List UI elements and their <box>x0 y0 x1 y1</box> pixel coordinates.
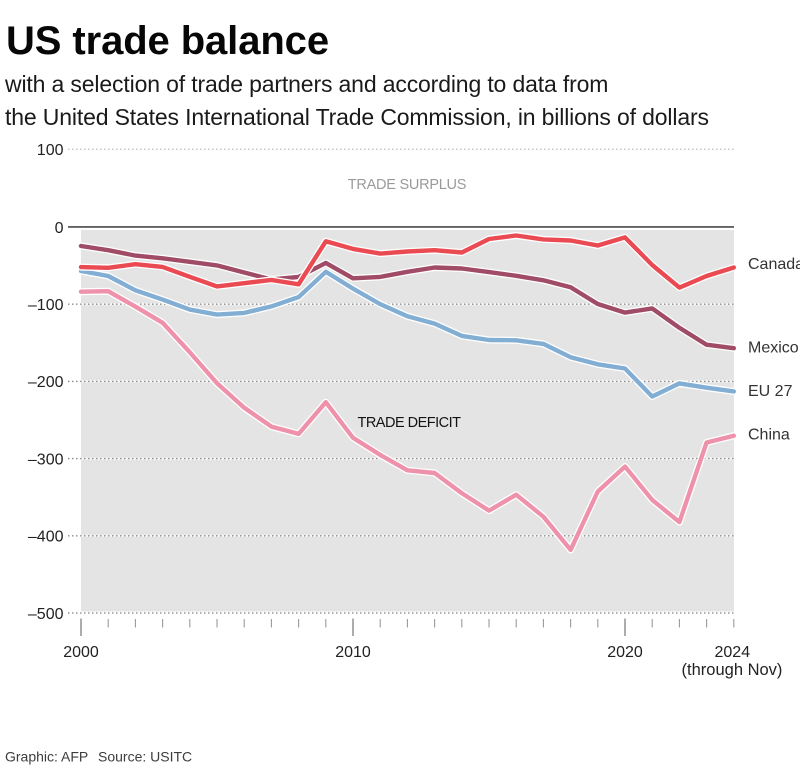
svg-text:EU 27: EU 27 <box>748 383 793 400</box>
svg-text:–500: –500 <box>28 606 64 623</box>
svg-text:2024: 2024 <box>715 644 751 661</box>
svg-text:US trade balance: US trade balance <box>6 19 329 63</box>
svg-text:–100: –100 <box>28 297 64 314</box>
svg-text:Canada: Canada <box>748 256 800 273</box>
svg-text:2010: 2010 <box>335 644 371 661</box>
svg-text:Source: USITC: Source: USITC <box>98 749 192 765</box>
svg-text:TRADE SURPLUS: TRADE SURPLUS <box>348 177 466 193</box>
svg-text:(through Nov): (through Nov) <box>682 661 783 679</box>
svg-text:0: 0 <box>55 220 64 237</box>
svg-text:the United States Internationa: the United States International Trade Co… <box>5 104 709 130</box>
svg-text:–200: –200 <box>28 374 64 391</box>
svg-text:100: 100 <box>37 142 64 159</box>
svg-text:Mexico: Mexico <box>748 339 799 356</box>
svg-text:2020: 2020 <box>607 644 643 661</box>
svg-text:Graphic: AFP: Graphic: AFP <box>5 749 88 765</box>
svg-text:China: China <box>748 426 790 443</box>
svg-text:–400: –400 <box>28 529 64 546</box>
svg-text:TRADE DEFICIT: TRADE DEFICIT <box>357 415 461 431</box>
svg-text:with a selection of trade part: with a selection of trade partners and a… <box>4 71 608 97</box>
svg-text:–300: –300 <box>28 451 64 468</box>
svg-text:2000: 2000 <box>63 644 99 661</box>
